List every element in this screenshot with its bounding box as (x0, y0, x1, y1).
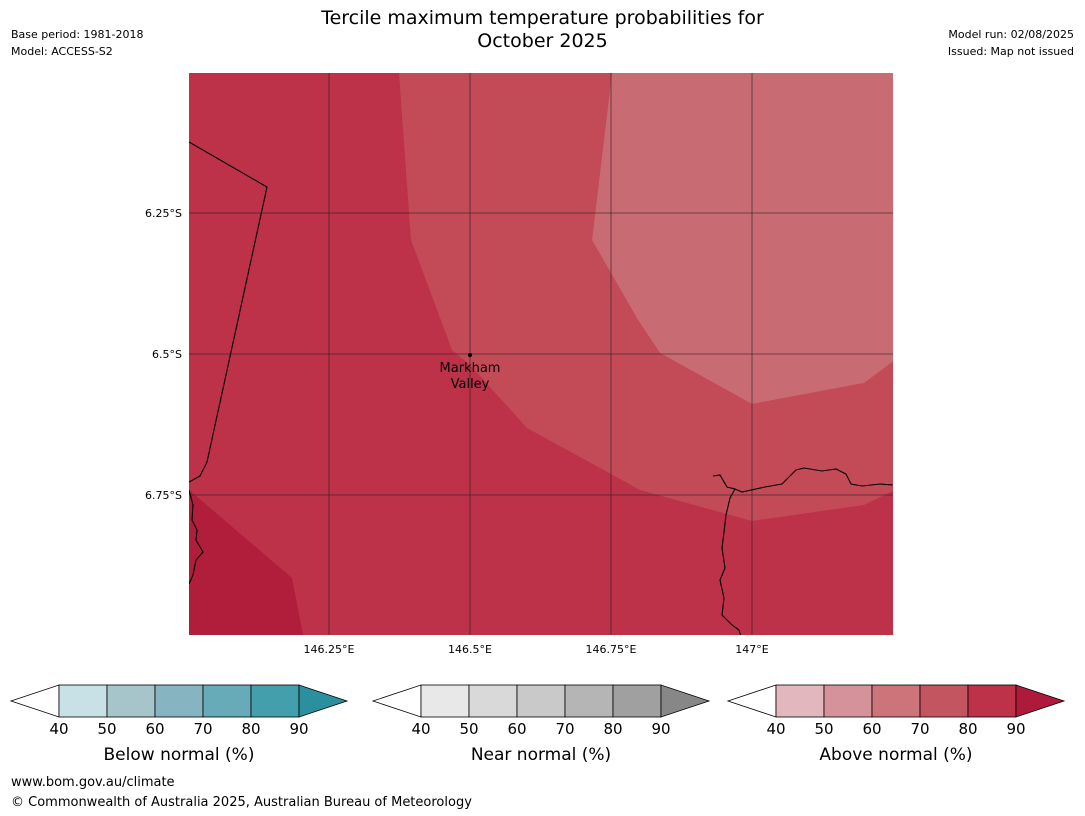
legend-extend-high (660, 684, 711, 718)
coastline-east (712, 474, 742, 635)
legend-tick-label: 70 (555, 720, 574, 738)
legend-tick-label: 90 (1006, 720, 1025, 738)
probability-zone-70 (399, 73, 893, 521)
issued-label: Issued: Map not issued (947, 45, 1074, 58)
legend-swatch (58, 684, 108, 718)
legend-swatch (967, 684, 1017, 718)
footer-copyright: © Commonwealth of Australia 2025, Austra… (11, 795, 472, 810)
title-line-1: Tercile maximum temperature probabilitie… (321, 7, 764, 29)
above-normal-legend: 40 50 60 70 80 90 Above normal (%) (726, 684, 1066, 765)
legend-swatch (612, 684, 662, 718)
legend-extend-high (298, 684, 349, 718)
lon-label-4: 147°E (735, 643, 768, 656)
legend-tick-label: 90 (651, 720, 670, 738)
legend-swatch (250, 684, 300, 718)
legend-extend-high (1015, 684, 1066, 718)
lon-label-1: 146.25°E (304, 643, 355, 656)
probability-zone-60 (592, 73, 893, 404)
lon-label-3: 146.75°E (586, 643, 637, 656)
footer-url: www.bom.gov.au/climate (11, 775, 175, 790)
header-right-meta: Model run: 02/08/2025 Issued: Map not is… (948, 26, 1074, 60)
legend-tick-label: 80 (958, 720, 977, 738)
legend-tick-label: 50 (97, 720, 116, 738)
legend-tick-label: 60 (145, 720, 164, 738)
legend-swatch (420, 684, 470, 718)
legend-tick-label: 80 (241, 720, 260, 738)
legend-swatch (871, 684, 921, 718)
page-title: Tercile maximum temperature probabilitie… (0, 7, 1085, 53)
probability-zone-90 (189, 490, 304, 635)
model-run-label: Model run: 02/08/2025 (948, 28, 1074, 41)
legend-swatch (202, 684, 252, 718)
lon-label-2: 146.5°E (448, 643, 492, 656)
legend-title: Above normal (%) (819, 745, 972, 765)
lat-label-2: 6.5°S (152, 348, 182, 361)
legend-tick-label: 60 (862, 720, 881, 738)
legend-tick-label: 50 (459, 720, 478, 738)
legend-tick-label: 80 (603, 720, 622, 738)
legend-swatch (919, 684, 969, 718)
map-svg: 6.25°S 6.5°S 6.75°S 146.25°E 146.5°E 146… (145, 73, 893, 656)
legend-tick-label: 40 (766, 720, 785, 738)
legend-svg: 40 50 60 70 80 90 Below normal (%) 40 50 60 70 80 90… (9, 684, 1066, 765)
legend-title: Near normal (%) (471, 745, 611, 765)
legend-tick-label: 50 (814, 720, 833, 738)
legend-extend-low (726, 684, 777, 718)
location-marker (468, 353, 472, 357)
lat-label-3: 6.75°S (145, 489, 182, 502)
legend-swatch (823, 684, 873, 718)
legend-panel: 40 50 60 70 80 90 Below normal (%) 40 50 60 70 80 90… (0, 670, 1085, 780)
legend-swatch (775, 684, 825, 718)
header-left-meta: Base period: 1981-2018 Model: ACCESS-S2 (11, 26, 143, 60)
legend-tick-label: 70 (193, 720, 212, 738)
title-line-2: October 2025 (477, 30, 608, 52)
legend-swatch (564, 684, 614, 718)
province-boundary (189, 141, 268, 483)
map-panel: 6.25°S 6.5°S 6.75°S 146.25°E 146.5°E 146… (145, 73, 893, 656)
model-label: Model: ACCESS-S2 (11, 45, 113, 58)
legend-tick-label: 40 (49, 720, 68, 738)
legend-tick-label: 70 (910, 720, 929, 738)
legend-swatch (106, 684, 156, 718)
legend-tick-label: 40 (411, 720, 430, 738)
legend-extend-low (9, 684, 60, 718)
legend-tick-label: 90 (289, 720, 308, 738)
legend-extend-low (371, 684, 422, 718)
legend-swatch (468, 684, 518, 718)
coastline-gulf (734, 467, 893, 493)
legend-swatch (516, 684, 566, 718)
legend-swatch (154, 684, 204, 718)
legend-tick-label: 60 (507, 720, 526, 738)
lat-label-1: 6.25°S (145, 207, 182, 220)
coastline-west (189, 489, 204, 585)
legend-title: Below normal (%) (104, 745, 255, 765)
base-period-label: Base period: 1981-2018 (11, 28, 144, 41)
location-name-line-2: Valley (451, 377, 490, 392)
location-name-line-1: Markham (440, 361, 501, 376)
near-normal-legend: 40 50 60 70 80 90 Near normal (%) (371, 684, 711, 765)
below-normal-legend: 40 50 60 70 80 90 Below normal (%) (9, 684, 349, 765)
